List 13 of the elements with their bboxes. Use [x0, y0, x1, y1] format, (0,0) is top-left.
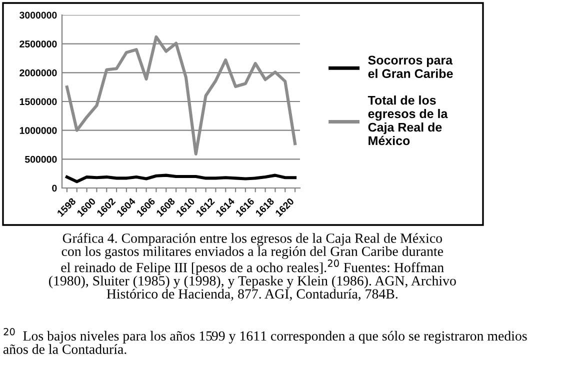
- y-tick-label: 3000000: [20, 12, 57, 19]
- line-series: [65, 35, 297, 156]
- y-tick-label: 0: [52, 184, 57, 192]
- y-tick-label: 2500000: [20, 40, 57, 48]
- text: $^{20}$ Los bajos niveles para los años 1599 y 1611 corresponden a que sólo se registraron medios años de la Contaduría.: [3, 328, 527, 354]
- legend-label: Socorros para el Gran Caribe: [368, 56, 453, 78]
- y-tick-label: 2000000: [20, 69, 57, 76]
- legend-label: Total de los egresos de la Caja Real de México: [368, 96, 448, 146]
- y-tick-label: 1000000: [20, 127, 57, 134]
- text: Gráfica 4. Comparación entre los egresos de la Caja Real de México con los gastos militares enviados a la región del Gran Caribe durante el reinado de Felipe III [pesos de a ocho reales].$^{20}$ Fuentes: Hoffman (1980), Sluiter (1985) y (1998), y Tepaske y Klein (1986). AGN, Archivo Histórico de Hacienda, 877. AGI, Contaduría, 784B.: [48, 233, 456, 301]
- y-tick-label: 1500000: [20, 98, 57, 106]
- y-tick-label: 500000: [25, 156, 57, 163]
- line-series: [65, 174, 297, 184]
